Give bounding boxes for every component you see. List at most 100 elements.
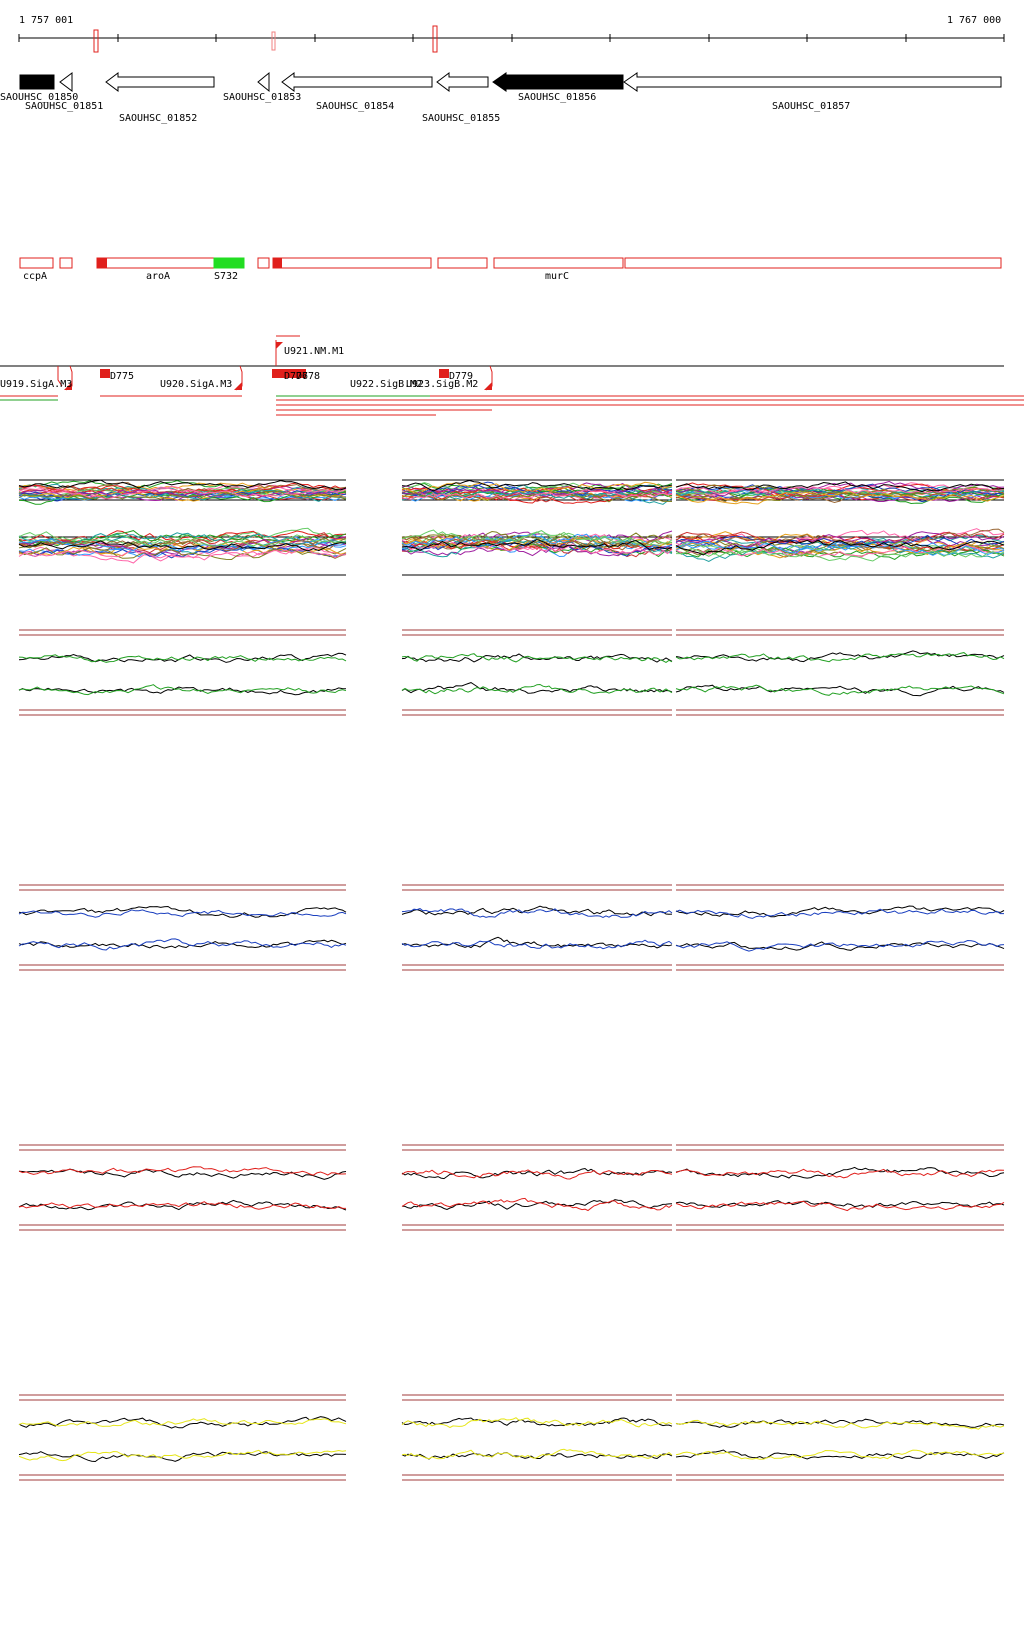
- expression-trace: [401, 936, 673, 949]
- promoter-marker: [272, 369, 306, 378]
- expression-trace: [401, 538, 673, 558]
- expression-trace: [675, 905, 1005, 918]
- annotation-highlight[interactable]: [213, 257, 245, 269]
- panel-multi-condition: [18, 479, 1005, 576]
- expression-trace: [18, 1166, 347, 1176]
- expression-trace: [401, 488, 673, 501]
- expression-trace: [676, 548, 1005, 562]
- gene-arrow-01857[interactable]: [623, 72, 1002, 92]
- expression-trace: [18, 532, 347, 554]
- expression-trace: [675, 650, 1005, 663]
- panel-red-condition: [18, 1144, 1005, 1231]
- annotation-box[interactable]: [19, 257, 54, 269]
- expression-trace: [18, 1418, 347, 1427]
- promoter-label: U919.SigA.M3: [0, 379, 72, 390]
- annotation-track: ccpA aroA S732 murC: [19, 257, 1002, 282]
- annotation-box[interactable]: [493, 257, 624, 269]
- expression-trace: [675, 652, 1005, 663]
- expression-trace: [401, 539, 673, 558]
- expression-trace: [401, 481, 673, 494]
- annotation-box[interactable]: [272, 257, 432, 269]
- expression-trace: [675, 481, 1005, 493]
- gene-arrow-01851[interactable]: [59, 72, 73, 92]
- expression-trace: [675, 531, 1005, 548]
- expression-trace: [18, 684, 347, 696]
- gene-arrow-01852[interactable]: [105, 72, 215, 92]
- annotation-label: aroA: [146, 271, 170, 282]
- expression-trace: [18, 939, 347, 949]
- gene-label: SAOUHSC_01855: [422, 113, 500, 124]
- expression-trace: [18, 489, 347, 502]
- gene-arrow-01856[interactable]: [492, 72, 624, 92]
- gene-arrow-01854[interactable]: [281, 72, 433, 92]
- expression-trace: [401, 1169, 673, 1180]
- expression-trace: [401, 1417, 673, 1427]
- gene-label: SAOUHSC_01857: [772, 101, 850, 112]
- annotation-box[interactable]: [96, 257, 215, 269]
- promoter-marker: [100, 369, 110, 378]
- expression-trace: [18, 905, 347, 918]
- promoter-label: U922.SigB.M2: [350, 379, 422, 390]
- expression-trace: [18, 535, 347, 552]
- coordinate-ruler: 1 757 001 1 767 000: [18, 15, 1005, 53]
- expression-trace: [675, 534, 1005, 552]
- ruler-start-label: 1 757 001: [19, 15, 73, 26]
- annotation-marker: [97, 258, 107, 268]
- expression-trace: [675, 491, 1005, 503]
- annotation-box[interactable]: [624, 257, 1002, 269]
- expression-trace: [18, 530, 347, 543]
- expression-trace: [675, 1200, 1005, 1212]
- expression-trace: [675, 540, 1005, 556]
- expression-trace: [18, 654, 347, 663]
- expression-trace: [18, 531, 347, 547]
- expression-trace: [401, 1448, 673, 1460]
- expression-trace: [675, 528, 1005, 549]
- expression-trace: [401, 683, 673, 695]
- promoter-label: D779: [449, 371, 473, 382]
- expression-trace: [18, 1199, 347, 1211]
- expression-trace: [401, 1199, 673, 1211]
- promoter-label: D775: [110, 371, 134, 382]
- expression-trace: [401, 529, 673, 547]
- expression-trace: [18, 1201, 347, 1210]
- gene-arrow-01850[interactable]: [19, 74, 55, 90]
- expression-trace: [401, 908, 673, 918]
- expression-trace: [401, 479, 673, 492]
- gene-arrow-01855[interactable]: [436, 72, 489, 92]
- panel-green-condition: [18, 629, 1005, 716]
- annotation-label: S732: [214, 271, 238, 282]
- expression-trace: [18, 1416, 347, 1429]
- expression-trace: [401, 538, 673, 552]
- expression-trace: [675, 684, 1005, 696]
- gene-arrow-01853[interactable]: [257, 71, 270, 93]
- annotation-box[interactable]: [437, 257, 488, 269]
- annotation-label: ccpA: [23, 271, 47, 282]
- expression-trace: [675, 534, 1005, 547]
- promoter-label: U921.NM.M1: [284, 346, 344, 357]
- promoter-track: U921.NM.M1 U919.SigA.M3 D775 U920.SigA.M…: [0, 335, 1024, 416]
- expression-trace: [18, 938, 347, 951]
- expression-trace: [18, 1449, 347, 1462]
- expression-trace: [401, 905, 673, 917]
- annotation-box[interactable]: [59, 257, 73, 269]
- annotation-box[interactable]: [257, 257, 270, 269]
- gene-track: SAOUHSC_01850 SAOUHSC_01851 SAOUHSC_0185…: [0, 71, 1002, 124]
- expression-trace: [18, 479, 347, 491]
- expression-trace: [401, 682, 673, 694]
- gene-label: SAOUHSC_01854: [316, 101, 394, 112]
- annotation-marker: [273, 258, 282, 268]
- gene-label: SAOUHSC_01856: [518, 92, 596, 103]
- ruler-marker: [432, 25, 438, 53]
- expression-trace: [675, 908, 1004, 919]
- expression-trace: [18, 485, 347, 502]
- annotation-label: murC: [545, 271, 569, 282]
- gene-label: SAOUHSC_01850: [0, 92, 78, 103]
- expression-trace: [18, 482, 347, 496]
- expression-trace: [675, 544, 1005, 558]
- expression-trace: [18, 547, 347, 561]
- gene-label: SAOUHSC_01851: [25, 101, 103, 112]
- expression-trace: [675, 1449, 1005, 1460]
- expression-trace: [401, 653, 673, 663]
- expression-trace: [675, 1166, 1005, 1179]
